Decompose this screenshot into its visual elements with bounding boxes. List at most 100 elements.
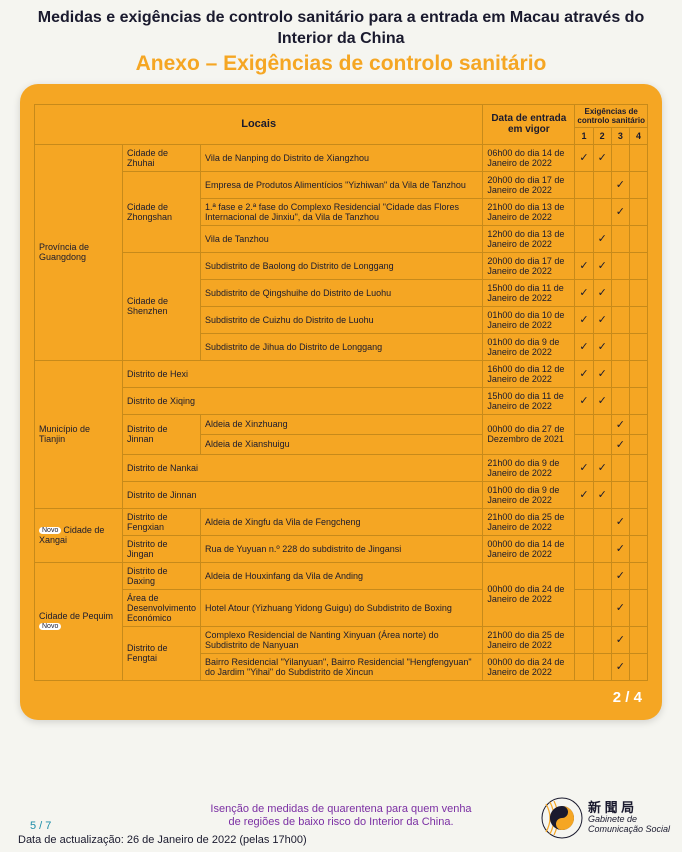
check-cell: ✓: [593, 279, 611, 306]
check-cell: [575, 508, 593, 535]
th-c2: 2: [593, 127, 611, 144]
pager-total: 4: [634, 689, 642, 706]
date-cell: 20h00 do dia 17 de Janeiro de 2022: [483, 171, 575, 198]
check-cell: [630, 434, 648, 454]
table-row: Distrito de JinnanAldeia de Xinzhuang00h…: [35, 414, 648, 434]
check-cell: [630, 481, 648, 508]
check-cell: [630, 562, 648, 589]
check-cell: [630, 414, 648, 434]
detail-cell: Bairro Residencial "Yilanyuan", Bairro R…: [201, 653, 483, 680]
date-cell: 21h00 do dia 13 de Janeiro de 2022: [483, 198, 575, 225]
city-cell: Distrito de Fengtai: [123, 626, 201, 680]
check-cell: ✓: [593, 225, 611, 252]
main-title: Medidas e exigências de controlo sanitár…: [20, 8, 662, 50]
check-cell: ✓: [611, 653, 629, 680]
check-cell: ✓: [611, 414, 629, 434]
table-row: NovoCidade de XangaiDistrito de Fengxian…: [35, 508, 648, 535]
city-cell: Distrito de Jinnan: [123, 481, 483, 508]
date-cell: 16h00 do dia 12 de Janeiro de 2022: [483, 360, 575, 387]
date-cell: 06h00 do dia 14 de Janeiro de 2022: [483, 144, 575, 171]
check-cell: [630, 360, 648, 387]
table-row: Cidade de PequimNovoDistrito de DaxingAl…: [35, 562, 648, 589]
date-cell: 00h00 do dia 24 de Janeiro de 2022: [483, 653, 575, 680]
check-cell: [593, 589, 611, 626]
city-cell: Distrito de Fengxian: [123, 508, 201, 535]
date-cell: 01h00 do dia 9 de Janeiro de 2022: [483, 481, 575, 508]
check-cell: [575, 225, 593, 252]
table-row: Distrito de Nankai21h00 do dia 9 de Jane…: [35, 454, 648, 481]
check-cell: [630, 535, 648, 562]
date-cell: 21h00 do dia 9 de Janeiro de 2022: [483, 454, 575, 481]
sanitary-table: Locais Data de entrada em vigor Exigênci…: [34, 104, 648, 681]
check-cell: ✓: [593, 360, 611, 387]
check-cell: [575, 653, 593, 680]
check-cell: [575, 414, 593, 434]
check-cell: ✓: [575, 252, 593, 279]
table-card: Locais Data de entrada em vigor Exigênci…: [20, 84, 662, 720]
check-cell: ✓: [611, 589, 629, 626]
check-cell: [593, 562, 611, 589]
city-cell: Distrito de Hexi: [123, 360, 483, 387]
date-cell: 15h00 do dia 11 de Janeiro de 2022: [483, 279, 575, 306]
check-cell: [630, 653, 648, 680]
check-cell: [630, 589, 648, 626]
table-row: Município de TianjinDistrito de Hexi16h0…: [35, 360, 648, 387]
detail-cell: Subdistrito de Cuizhu do Distrito de Luo…: [201, 306, 483, 333]
th-c4: 4: [630, 127, 648, 144]
check-cell: ✓: [575, 306, 593, 333]
table-row: Província de GuangdongCidade de ZhuhaiVi…: [35, 144, 648, 171]
check-cell: [630, 171, 648, 198]
check-cell: [611, 454, 629, 481]
table-row: Cidade de ShenzhenSubdistrito de Baolong…: [35, 252, 648, 279]
check-cell: ✓: [593, 252, 611, 279]
check-cell: [575, 562, 593, 589]
check-cell: [593, 434, 611, 454]
detail-cell: Aldeia de Xianshuigu: [201, 434, 483, 454]
check-cell: ✓: [593, 454, 611, 481]
city-cell: Cidade de Shenzhen: [123, 252, 201, 360]
date-cell: 20h00 do dia 17 de Janeiro de 2022: [483, 252, 575, 279]
table-row: Distrito de Xiqing15h00 do dia 11 de Jan…: [35, 387, 648, 414]
check-cell: ✓: [611, 171, 629, 198]
footer: Isenção de medidas de quarentena para qu…: [0, 803, 682, 847]
check-cell: ✓: [575, 144, 593, 171]
check-cell: [611, 252, 629, 279]
check-cell: ✓: [575, 360, 593, 387]
table-row: Cidade de ZhongshanEmpresa de Produtos A…: [35, 171, 648, 198]
logo-icon: [540, 796, 584, 840]
th-locais: Locais: [35, 104, 483, 144]
check-cell: [630, 225, 648, 252]
detail-cell: Vila de Nanping do Distrito de Xiangzhou: [201, 144, 483, 171]
th-c3: 3: [611, 127, 629, 144]
detail-cell: Aldeia de Xingfu da Vila de Fengcheng: [201, 508, 483, 535]
date-cell: 00h00 do dia 24 de Janeiro de 2022: [483, 562, 575, 626]
check-cell: [611, 306, 629, 333]
check-cell: [611, 144, 629, 171]
pager-current: 2: [613, 689, 621, 706]
check-cell: [630, 333, 648, 360]
city-cell: Distrito de Jingan: [123, 535, 201, 562]
check-cell: [630, 454, 648, 481]
check-cell: [630, 508, 648, 535]
check-cell: [593, 414, 611, 434]
check-cell: [611, 333, 629, 360]
province-cell: NovoCidade de Xangai: [35, 508, 123, 562]
check-cell: ✓: [611, 434, 629, 454]
city-cell: Distrito de Xiqing: [123, 387, 483, 414]
check-cell: [611, 387, 629, 414]
date-cell: 15h00 do dia 11 de Janeiro de 2022: [483, 387, 575, 414]
city-cell: Cidade de Zhuhai: [123, 144, 201, 171]
check-cell: ✓: [593, 333, 611, 360]
check-cell: ✓: [611, 535, 629, 562]
check-cell: ✓: [593, 306, 611, 333]
date-cell: 01h00 do dia 10 de Janeiro de 2022: [483, 306, 575, 333]
check-cell: [593, 198, 611, 225]
detail-cell: Subdistrito de Jihua do Distrito de Long…: [201, 333, 483, 360]
table-row: Distrito de JinganRua de Yuyuan n.º 228 …: [35, 535, 648, 562]
novo-badge: Novo: [39, 527, 61, 534]
table-row: Distrito de FengtaiComplexo Residencial …: [35, 626, 648, 653]
check-cell: [611, 360, 629, 387]
check-cell: [611, 279, 629, 306]
province-cell: Província de Guangdong: [35, 144, 123, 360]
check-cell: ✓: [593, 387, 611, 414]
